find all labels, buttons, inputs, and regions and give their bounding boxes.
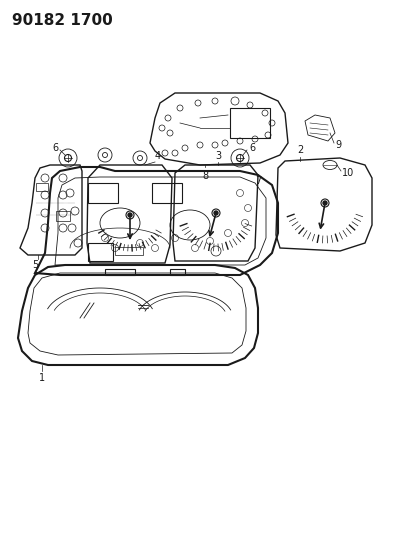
Circle shape (323, 201, 327, 205)
Text: 90182 1700: 90182 1700 (12, 13, 113, 28)
Bar (170, 269, 185, 275)
Circle shape (128, 213, 132, 217)
Bar (36, 183, 48, 191)
Circle shape (321, 199, 329, 207)
Bar (88, 183, 118, 203)
Text: 3: 3 (215, 151, 221, 161)
Text: 4: 4 (155, 151, 161, 161)
Circle shape (214, 211, 218, 215)
Circle shape (126, 211, 134, 219)
Bar (230, 108, 270, 138)
Text: 9: 9 (335, 140, 341, 150)
Bar (88, 243, 113, 261)
Text: 1: 1 (39, 373, 45, 383)
Text: 7: 7 (255, 176, 261, 186)
Bar (56, 211, 70, 221)
Bar (115, 247, 143, 255)
Text: 8: 8 (202, 171, 208, 181)
Bar (152, 183, 182, 203)
Text: 6: 6 (52, 143, 58, 153)
Text: 10: 10 (342, 168, 354, 178)
Text: 5: 5 (32, 260, 38, 270)
Circle shape (212, 209, 220, 217)
Bar (105, 269, 135, 275)
Text: 6: 6 (249, 143, 255, 153)
Text: 2: 2 (297, 145, 303, 155)
